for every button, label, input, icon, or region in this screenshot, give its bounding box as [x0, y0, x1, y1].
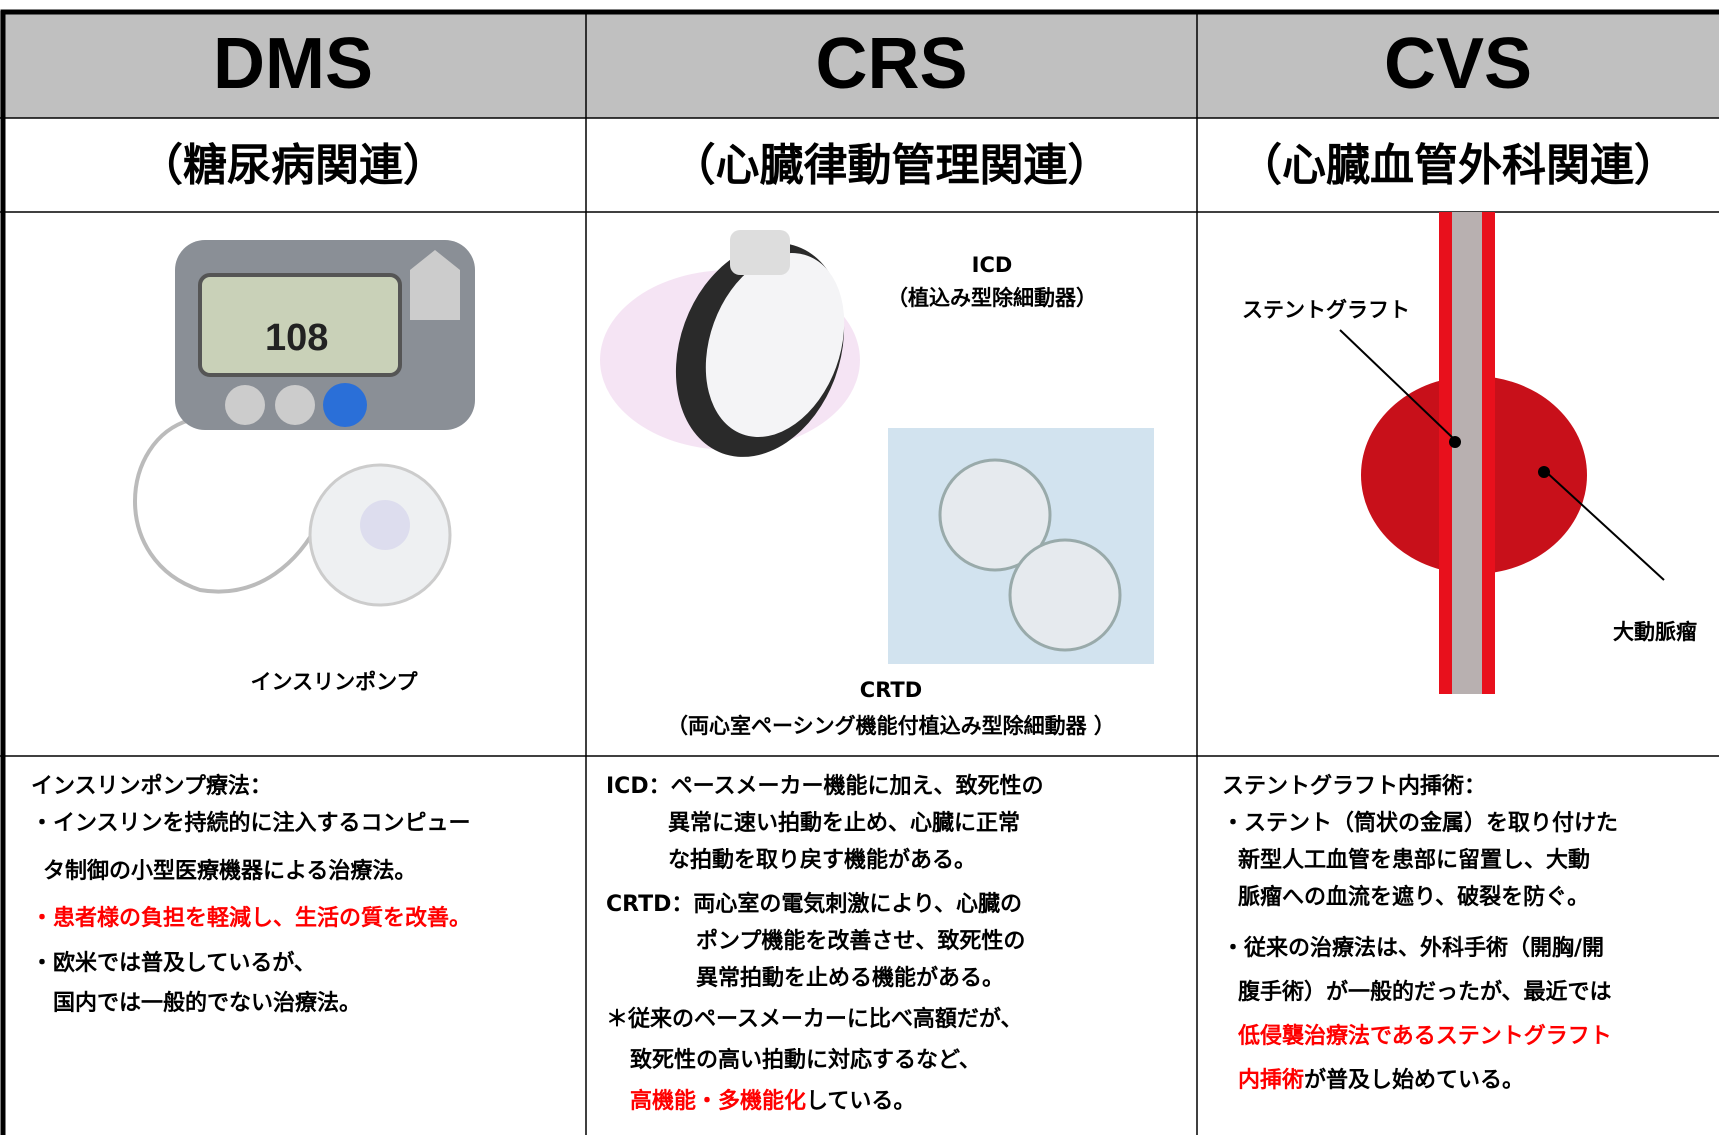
highlight-text: 高機能・多機能化 [630, 1089, 807, 1114]
text: 異常拍動を止める機能がある。 [696, 966, 1005, 991]
text: ステントグラフト内挿術： [1222, 774, 1487, 799]
description-line: 新型人工血管を患部に留置し、大動 [1238, 847, 1590, 875]
description-line: ・従来の治療法は、外科手術（開胸/開 [1222, 935, 1604, 963]
description-line: 腹手術）が一般的だったが、最近では [1238, 979, 1612, 1007]
text: 致死性の高い拍動に対応するなど、 [630, 1048, 981, 1073]
description-line: ICD：ペースメーカー機能に加え、致死性の [606, 773, 1044, 801]
image-caption: 大動脈瘤 [1613, 620, 1697, 644]
description-line: 異常に速い拍動を止め、心臓に正常 [668, 810, 1020, 838]
description-line: 致死性の高い拍動に対応するなど、 [630, 1047, 981, 1075]
description-line: ・インスリンを持続的に注入するコンピュー [31, 810, 471, 838]
description-line: 脈瘤への血流を遮り、破裂を防ぐ。 [1238, 884, 1589, 912]
text: CRTD：両心室の電気刺激により、心臓の [606, 892, 1023, 917]
highlight-text: 内挿術 [1238, 1068, 1305, 1093]
highlight-text: ・患者様の負担を軽減し、生活の質を改善。 [31, 906, 472, 931]
text: ・インスリンを持続的に注入するコンピュー [31, 811, 471, 836]
description-line: ＊従来のペースメーカーに比べ高額だが、 [606, 1006, 1022, 1034]
text: している。 [806, 1089, 916, 1114]
description-line: ステントグラフト内挿術： [1222, 773, 1486, 801]
image-caption: ステントグラフト [1242, 298, 1410, 322]
image-caption: CRTD [859, 678, 923, 702]
insulin-pump-image: 108 [133, 240, 475, 607]
grid [0, 9, 1719, 1135]
text: 脈瘤への血流を遮り、破裂を防ぐ。 [1238, 885, 1590, 910]
description-line: ・ステント（筒状の金属）を取り付けた [1222, 810, 1618, 838]
description-line: ・患者様の負担を軽減し、生活の質を改善。 [31, 905, 471, 933]
column-subtitle: （心臓血管外科関連） [1238, 140, 1678, 191]
description-line: 内挿術が普及し始めている。 [1238, 1067, 1524, 1095]
description-line: インスリンポンプ療法： [31, 773, 272, 801]
column-title: CVS [1383, 24, 1533, 104]
text: インスリンポンプ療法： [31, 774, 272, 799]
header-band [0, 11, 1719, 118]
column-subtitle: （糖尿病関連） [139, 140, 447, 191]
image-caption: インスリンポンプ [250, 670, 418, 694]
description-line: な拍動を取り戻す機能がある。 [668, 847, 976, 875]
text: ＊従来のペースメーカーに比べ高額だが、 [606, 1007, 1023, 1032]
svg-text:108: 108 [265, 317, 328, 359]
text: 新型人工血管を患部に留置し、大動 [1238, 848, 1591, 873]
text: ICD：ペースメーカー機能に加え、致死性の [606, 774, 1044, 799]
highlight-text: 低侵襲治療法であるステントグラフト [1238, 1024, 1612, 1049]
description-line: 低侵襲治療法であるステントグラフト [1238, 1023, 1612, 1051]
text: 異常に速い拍動を止め、心臓に正常 [668, 811, 1021, 836]
column-subtitle: （心臓律動管理関連） [671, 140, 1112, 191]
crtd-image [888, 428, 1154, 664]
image-caption: ICD [971, 253, 1013, 277]
column-title: CRS [815, 24, 968, 104]
text: な拍動を取り戻す機能がある。 [668, 848, 977, 873]
description-line: タ制御の小型医療機器による治療法。 [43, 858, 416, 886]
description-line: ポンプ機能を改善させ、致死性の [696, 928, 1025, 956]
image-caption: （両心室ペーシング機能付植込み型除細動器 ） [667, 714, 1115, 738]
text: ポンプ機能を改善させ、致死性の [696, 929, 1026, 954]
icd-image [600, 230, 860, 457]
stent-graft-image [1339, 212, 1665, 694]
description-line: CRTD：両心室の電気刺激により、心臓の [606, 891, 1022, 919]
description-line: 異常拍動を止める機能がある。 [696, 965, 1004, 993]
image-caption: （植込み型除細動器） [887, 286, 1097, 310]
description-line: 国内では一般的でない治療法。 [53, 990, 361, 1018]
text: が普及し始めている。 [1304, 1068, 1525, 1093]
text: 国内では一般的でない治療法。 [53, 991, 362, 1016]
text: 腹手術）が一般的だったが、最近では [1238, 980, 1612, 1005]
description-line: ・欧米では普及しているが、 [31, 950, 316, 978]
text: ・従来の治療法は、外科手術（開胸/開 [1222, 936, 1605, 961]
text: タ制御の小型医療機器による治療法。 [43, 859, 417, 884]
text: ・欧米では普及しているが、 [31, 951, 316, 976]
text: ・ステント（筒状の金属）を取り付けた [1222, 811, 1619, 836]
description-line: 高機能・多機能化している。 [630, 1088, 915, 1116]
column-title: DMS [213, 24, 373, 104]
